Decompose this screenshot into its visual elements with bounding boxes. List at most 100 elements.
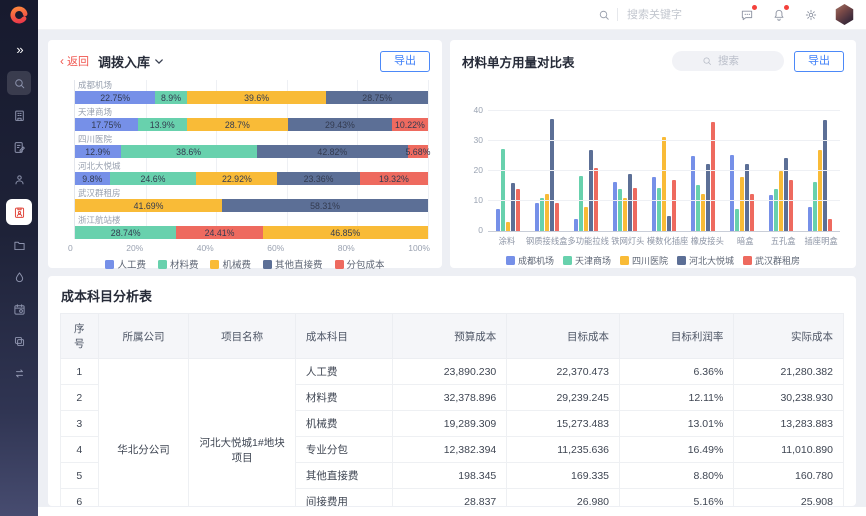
- bar[interactable]: [510, 183, 515, 231]
- bar[interactable]: [828, 219, 833, 231]
- sidebar-user-badge-icon[interactable]: [7, 167, 31, 191]
- bar[interactable]: [578, 175, 583, 231]
- bar[interactable]: [740, 177, 745, 231]
- bar[interactable]: [818, 150, 823, 231]
- legend-item[interactable]: 其他直接费: [263, 257, 323, 271]
- sidebar-building-icon[interactable]: [7, 103, 31, 127]
- legend-item[interactable]: 成都机场: [505, 254, 554, 267]
- bar[interactable]: [735, 208, 740, 231]
- bar-segment[interactable]: 28.7%: [186, 118, 289, 131]
- sidebar-search-icon[interactable]: [7, 71, 31, 95]
- bar-segment[interactable]: 10.22%: [391, 118, 428, 131]
- export-button-left[interactable]: 导出: [380, 50, 430, 72]
- bar-segment[interactable]: 9.8%: [75, 172, 110, 185]
- bar[interactable]: [789, 180, 794, 231]
- table-row[interactable]: 2 材料费 32,378.896 29,239.245 12.11% 30,238.930: [60, 384, 844, 411]
- bar-segment[interactable]: 41.69%: [75, 199, 223, 212]
- bar[interactable]: [632, 187, 637, 231]
- topbar-search-input[interactable]: [625, 7, 739, 22]
- bar[interactable]: [784, 157, 789, 231]
- legend-item[interactable]: 武汉群租房: [743, 254, 800, 267]
- bar[interactable]: [622, 198, 627, 231]
- bar-segment[interactable]: 22.75%: [75, 91, 156, 104]
- page-title-dropdown[interactable]: 调拨入库: [98, 52, 163, 71]
- bar-segment[interactable]: 46.85%: [262, 226, 428, 239]
- back-link[interactable]: ‹ 返回: [60, 54, 89, 68]
- legend-item[interactable]: 四川医院: [619, 254, 668, 267]
- bar[interactable]: [549, 118, 554, 231]
- legend-item[interactable]: 天津商场: [562, 254, 611, 267]
- bar[interactable]: [539, 198, 544, 231]
- bar-segment[interactable]: 58.31%: [222, 199, 428, 212]
- messages-icon[interactable]: [739, 4, 757, 23]
- sidebar-clipboard-user-icon[interactable]: [6, 199, 32, 225]
- bar[interactable]: [701, 193, 706, 231]
- bar[interactable]: [730, 154, 735, 231]
- bar[interactable]: [750, 193, 755, 231]
- bar[interactable]: [711, 121, 716, 231]
- bar-segment[interactable]: 38.6%: [120, 145, 257, 158]
- sidebar-expand-button[interactable]: »: [16, 42, 23, 57]
- bar[interactable]: [612, 181, 617, 231]
- bar-segment[interactable]: 28.75%: [326, 91, 428, 104]
- bar[interactable]: [573, 219, 578, 231]
- bar[interactable]: [495, 208, 500, 231]
- bar-segment[interactable]: 12.9%: [75, 145, 121, 158]
- bar[interactable]: [774, 189, 779, 231]
- bar-segment[interactable]: 5.68%: [405, 145, 431, 158]
- chart-search[interactable]: [672, 51, 784, 71]
- sidebar-transfer-icon[interactable]: [7, 361, 31, 385]
- bar[interactable]: [656, 187, 661, 231]
- legend-item[interactable]: 分包成本: [334, 257, 385, 271]
- table-row[interactable]: 4 专业分包 12,382.394 11,235.636 16.49% 11,010.89…: [60, 436, 844, 463]
- topbar-search[interactable]: [598, 7, 739, 22]
- bar-segment[interactable]: 19.32%: [359, 172, 428, 185]
- bar-segment[interactable]: 17.75%: [75, 118, 138, 131]
- user-avatar[interactable]: [835, 4, 854, 25]
- bar-segment[interactable]: 24.41%: [176, 226, 263, 239]
- bar-segment[interactable]: 8.9%: [155, 91, 187, 104]
- bar[interactable]: [651, 177, 656, 231]
- bar-segment[interactable]: 39.6%: [186, 91, 327, 104]
- sidebar-document-edit-icon[interactable]: [7, 135, 31, 159]
- bar[interactable]: [617, 189, 622, 231]
- bar-segment[interactable]: 24.6%: [109, 172, 197, 185]
- bar[interactable]: [666, 216, 671, 231]
- legend-item[interactable]: 人工费: [105, 257, 146, 271]
- table-row[interactable]: 3 机械费 19,289.309 15,273.483 13.01% 13,283.883: [60, 410, 844, 437]
- bar[interactable]: [534, 202, 539, 231]
- bar[interactable]: [769, 195, 774, 231]
- bar[interactable]: [779, 171, 784, 231]
- bar-segment[interactable]: 23.36%: [277, 172, 360, 185]
- bar[interactable]: [500, 148, 505, 231]
- bar[interactable]: [691, 156, 696, 231]
- bar[interactable]: [706, 163, 711, 231]
- legend-item[interactable]: 河北大悦城: [677, 254, 734, 267]
- bar[interactable]: [661, 136, 666, 231]
- bar[interactable]: [627, 174, 632, 231]
- bar[interactable]: [593, 168, 598, 231]
- sidebar-copy-icon[interactable]: [7, 329, 31, 353]
- bar[interactable]: [588, 150, 593, 231]
- bar-segment[interactable]: 22.92%: [196, 172, 278, 185]
- legend-item[interactable]: 材料费: [157, 257, 198, 271]
- bar[interactable]: [813, 181, 818, 231]
- bar[interactable]: [745, 163, 750, 231]
- settings-gear-icon[interactable]: [803, 7, 819, 23]
- bar-segment[interactable]: 28.74%: [75, 226, 177, 239]
- bar[interactable]: [696, 184, 701, 231]
- export-button-right[interactable]: 导出: [794, 50, 844, 72]
- bar[interactable]: [583, 207, 588, 231]
- bar-segment[interactable]: 13.9%: [137, 118, 187, 131]
- bar[interactable]: [505, 222, 510, 231]
- bar[interactable]: [554, 202, 559, 231]
- bar-segment[interactable]: 29.43%: [288, 118, 392, 131]
- app-logo-icon[interactable]: [0, 0, 38, 30]
- chart-search-input[interactable]: [716, 54, 754, 68]
- legend-item[interactable]: 机械费: [210, 257, 251, 271]
- bar[interactable]: [544, 193, 549, 231]
- bar[interactable]: [823, 120, 828, 231]
- sidebar-calendar-gear-icon[interactable]: [7, 297, 31, 321]
- bar[interactable]: [515, 189, 520, 231]
- bar-segment[interactable]: 42.82%: [256, 145, 408, 158]
